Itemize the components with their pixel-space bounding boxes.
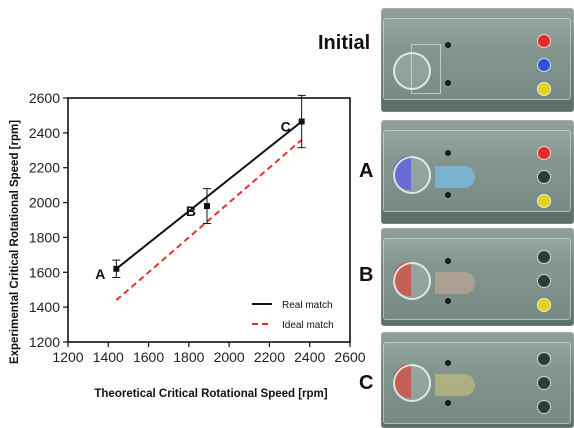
x-tick-label: 1400: [93, 349, 124, 365]
empty-reservoir: [537, 274, 551, 288]
plot-frame: [67, 97, 351, 343]
photo-initial: [381, 8, 574, 112]
plot-area: 1200 1400 1600 1800 2000 2200 2400 2600 1200 1400…: [9, 90, 366, 400]
empty-reservoir: [537, 250, 551, 264]
photo-row-label-c: C: [359, 372, 374, 394]
vent-dot: [445, 192, 451, 198]
photo-row-label-b: B: [359, 264, 374, 286]
vent-dot: [445, 80, 451, 86]
photo-c: [381, 332, 574, 428]
empty-reservoir: [537, 352, 551, 366]
red-reservoir: [537, 146, 551, 160]
chamber-frame: [411, 44, 441, 94]
vent-dot: [445, 360, 451, 366]
x-tick-label: 1200: [52, 349, 83, 365]
y-tick-label: 2600: [29, 90, 60, 106]
empty-reservoir: [537, 376, 551, 390]
yellow-reservoir: [537, 194, 551, 208]
empty-reservoir: [537, 400, 551, 414]
ideal-match-line: [115, 139, 303, 301]
vent-dot: [445, 150, 451, 156]
liquid-flow: [435, 374, 475, 396]
y-tick-label: 1800: [29, 229, 60, 245]
legend-ideal-label: Ideal match: [282, 320, 334, 331]
empty-reservoir: [537, 170, 551, 184]
photo-row-label-a: A: [359, 160, 374, 182]
y-tick-label: 1200: [29, 334, 60, 350]
x-tick-label: 2400: [294, 349, 325, 365]
y-axis-title: Experimental Critical Rotational Speed […: [9, 120, 21, 364]
point-label: C: [281, 119, 291, 135]
x-tick-label: 1600: [133, 349, 164, 365]
y-tick-label: 2000: [29, 195, 60, 211]
x-tick-label: 1800: [173, 349, 204, 365]
yellow-reservoir: [537, 82, 551, 96]
vent-dot: [445, 42, 451, 48]
data-point: [113, 265, 120, 272]
loading-chamber: [393, 156, 431, 194]
point-label: B: [186, 203, 196, 219]
vent-dot: [445, 400, 451, 406]
chart: 1200 1400 1600 1800 2000 2200 2400 2600 1200 1400…: [9, 90, 366, 400]
photo-a: [381, 120, 574, 224]
liquid-flow: [435, 272, 475, 294]
vent-dot: [445, 298, 451, 304]
data-point: [203, 203, 210, 210]
yellow-reservoir: [537, 298, 551, 312]
liquid-flow: [435, 166, 475, 188]
y-tick-label: 2200: [29, 160, 60, 176]
loading-chamber: [393, 364, 431, 402]
x-tick-label: 2600: [334, 349, 365, 365]
x-axis-title: Theoretical Critical Rotational Speed [r…: [94, 388, 327, 400]
red-reservoir: [537, 34, 551, 48]
x-tick-label: 2200: [254, 349, 285, 365]
y-tick-label: 2400: [29, 125, 60, 141]
blue-reservoir: [537, 58, 551, 72]
photo-title-initial: Initial: [318, 32, 371, 54]
loading-chamber: [393, 52, 431, 90]
y-tick-label: 1600: [29, 264, 60, 280]
x-tick-label: 2000: [214, 349, 245, 365]
point-label: A: [95, 266, 105, 282]
data-point: [298, 118, 305, 125]
real-match-line: [115, 120, 303, 270]
y-tick-label: 1400: [29, 299, 60, 315]
photo-b: [381, 228, 574, 326]
legend-real-label: Real match: [282, 300, 333, 311]
loading-chamber: [393, 262, 431, 300]
vent-dot: [445, 258, 451, 264]
